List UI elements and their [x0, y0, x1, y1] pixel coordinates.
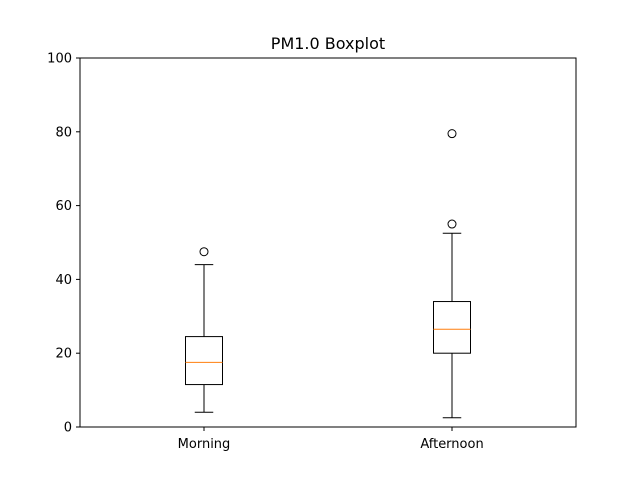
y-tick-label: 60 — [55, 199, 72, 214]
chart-title: PM1.0 Boxplot — [271, 34, 385, 53]
outlier-point — [199, 247, 209, 257]
outlier-point — [447, 219, 457, 229]
box-iqr — [185, 336, 223, 386]
plot-frame — [79, 57, 577, 428]
y-tick-label: 20 — [55, 347, 72, 362]
y-tick-label: 100 — [47, 52, 72, 67]
y-tick-label: 0 — [64, 421, 72, 436]
x-tick-label: Morning — [178, 437, 231, 452]
boxes-layer — [185, 129, 471, 419]
x-axis: Morning Afternoon — [178, 427, 484, 452]
x-tick-label: Afternoon — [420, 437, 483, 452]
y-tick-label: 80 — [55, 125, 72, 140]
y-tick-label: 40 — [55, 273, 72, 288]
outlier-point — [447, 129, 457, 139]
box-iqr — [433, 301, 471, 354]
y-axis: 0 20 40 60 80 100 — [47, 52, 80, 436]
